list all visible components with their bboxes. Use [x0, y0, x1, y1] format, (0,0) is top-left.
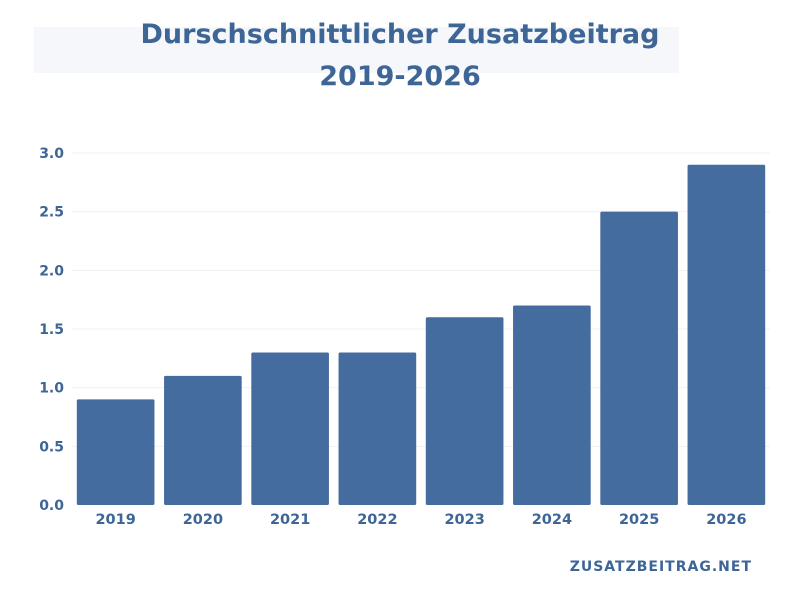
y-axis-ticks: 0.0 0.5 1.0 1.5 2.0 2.5 3.0: [39, 146, 64, 514]
y-tick-label: 3.0: [39, 146, 64, 162]
watermark: ZUSATZBEITRAG.NET: [569, 559, 752, 575]
bar-2020: [164, 375, 242, 505]
bar-2023: [425, 317, 504, 505]
bar-2019: [76, 399, 155, 505]
x-tick-label: 2020: [183, 512, 223, 528]
bar-2021: [251, 352, 329, 505]
x-tick-label: 2025: [619, 512, 659, 528]
y-tick-label: 0.0: [39, 498, 64, 514]
bar-2026: [687, 164, 766, 505]
chart-title-main: Durschschnittlicher Zusatzbeitrag: [140, 19, 660, 50]
bar-2024: [513, 305, 591, 505]
x-tick-label: 2019: [95, 512, 135, 528]
x-tick-label: 2024: [532, 512, 572, 528]
x-tick-label: 2021: [270, 512, 310, 528]
x-tick-label: 2022: [357, 512, 397, 528]
y-tick-label: 2.0: [39, 263, 64, 279]
x-tick-label: 2026: [706, 512, 746, 528]
y-tick-label: 1.5: [39, 322, 64, 338]
y-tick-label: 1.0: [39, 381, 64, 397]
bar-2022: [338, 352, 417, 505]
x-tick-label: 2023: [444, 512, 484, 528]
bars: [76, 164, 766, 505]
y-tick-label: 2.5: [39, 205, 64, 221]
chart-subtitle: 2019-2026: [319, 61, 481, 92]
x-axis-ticks: 2019 2020 2021 2022 2023 2024 2025 2026: [95, 512, 746, 528]
title-band: [34, 27, 679, 73]
bar-2025: [600, 211, 678, 505]
chart-title: Durschschnittlicher Zusatzbeitrag 2019-2…: [0, 14, 800, 98]
y-tick-label: 0.5: [39, 439, 64, 455]
